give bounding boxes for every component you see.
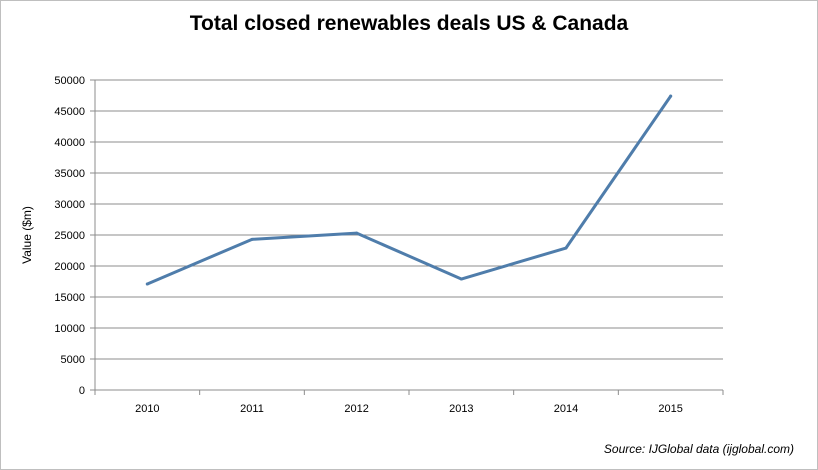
y-tick-label: 10000 xyxy=(54,323,85,335)
x-tick-label: 2014 xyxy=(554,403,578,415)
y-tick-label: 35000 xyxy=(54,168,85,180)
y-tick-label: 45000 xyxy=(54,106,85,118)
x-tick-labels: 2010 2011 2012 2013 2014 2015 xyxy=(135,403,683,415)
series-group xyxy=(145,94,673,286)
gridlines xyxy=(95,79,723,360)
data-point xyxy=(564,246,568,250)
y-tick-label: 50000 xyxy=(54,75,85,87)
y-tick-label: 30000 xyxy=(54,199,85,211)
y-tick-label: 5000 xyxy=(61,354,85,366)
data-point xyxy=(145,282,149,286)
x-tick-label: 2011 xyxy=(240,403,264,415)
axes xyxy=(90,79,724,395)
x-tick-label: 2010 xyxy=(135,403,159,415)
x-tick-label: 2015 xyxy=(658,403,682,415)
y-tick-label: 20000 xyxy=(54,261,85,273)
y-axis-label: Value ($m) xyxy=(20,206,34,264)
y-tick-labels: 0 5000 10000 15000 20000 25000 30000 35000 40000… xyxy=(54,75,85,397)
series-line xyxy=(145,94,673,286)
y-tick-label: 0 xyxy=(79,385,85,397)
x-tick-label: 2013 xyxy=(449,403,473,415)
x-tick-label: 2012 xyxy=(344,403,368,415)
y-tick-label: 40000 xyxy=(54,137,85,149)
y-tick-label: 15000 xyxy=(54,292,85,304)
data-point xyxy=(355,231,359,235)
y-tick-label: 25000 xyxy=(54,230,85,242)
data-point xyxy=(669,94,673,98)
chart-title: Total closed renewables deals US & Canad… xyxy=(189,12,629,35)
data-point xyxy=(250,237,254,241)
source-note: Source: IJGlobal data (ijglobal.com) xyxy=(603,442,794,456)
data-point xyxy=(459,277,463,281)
